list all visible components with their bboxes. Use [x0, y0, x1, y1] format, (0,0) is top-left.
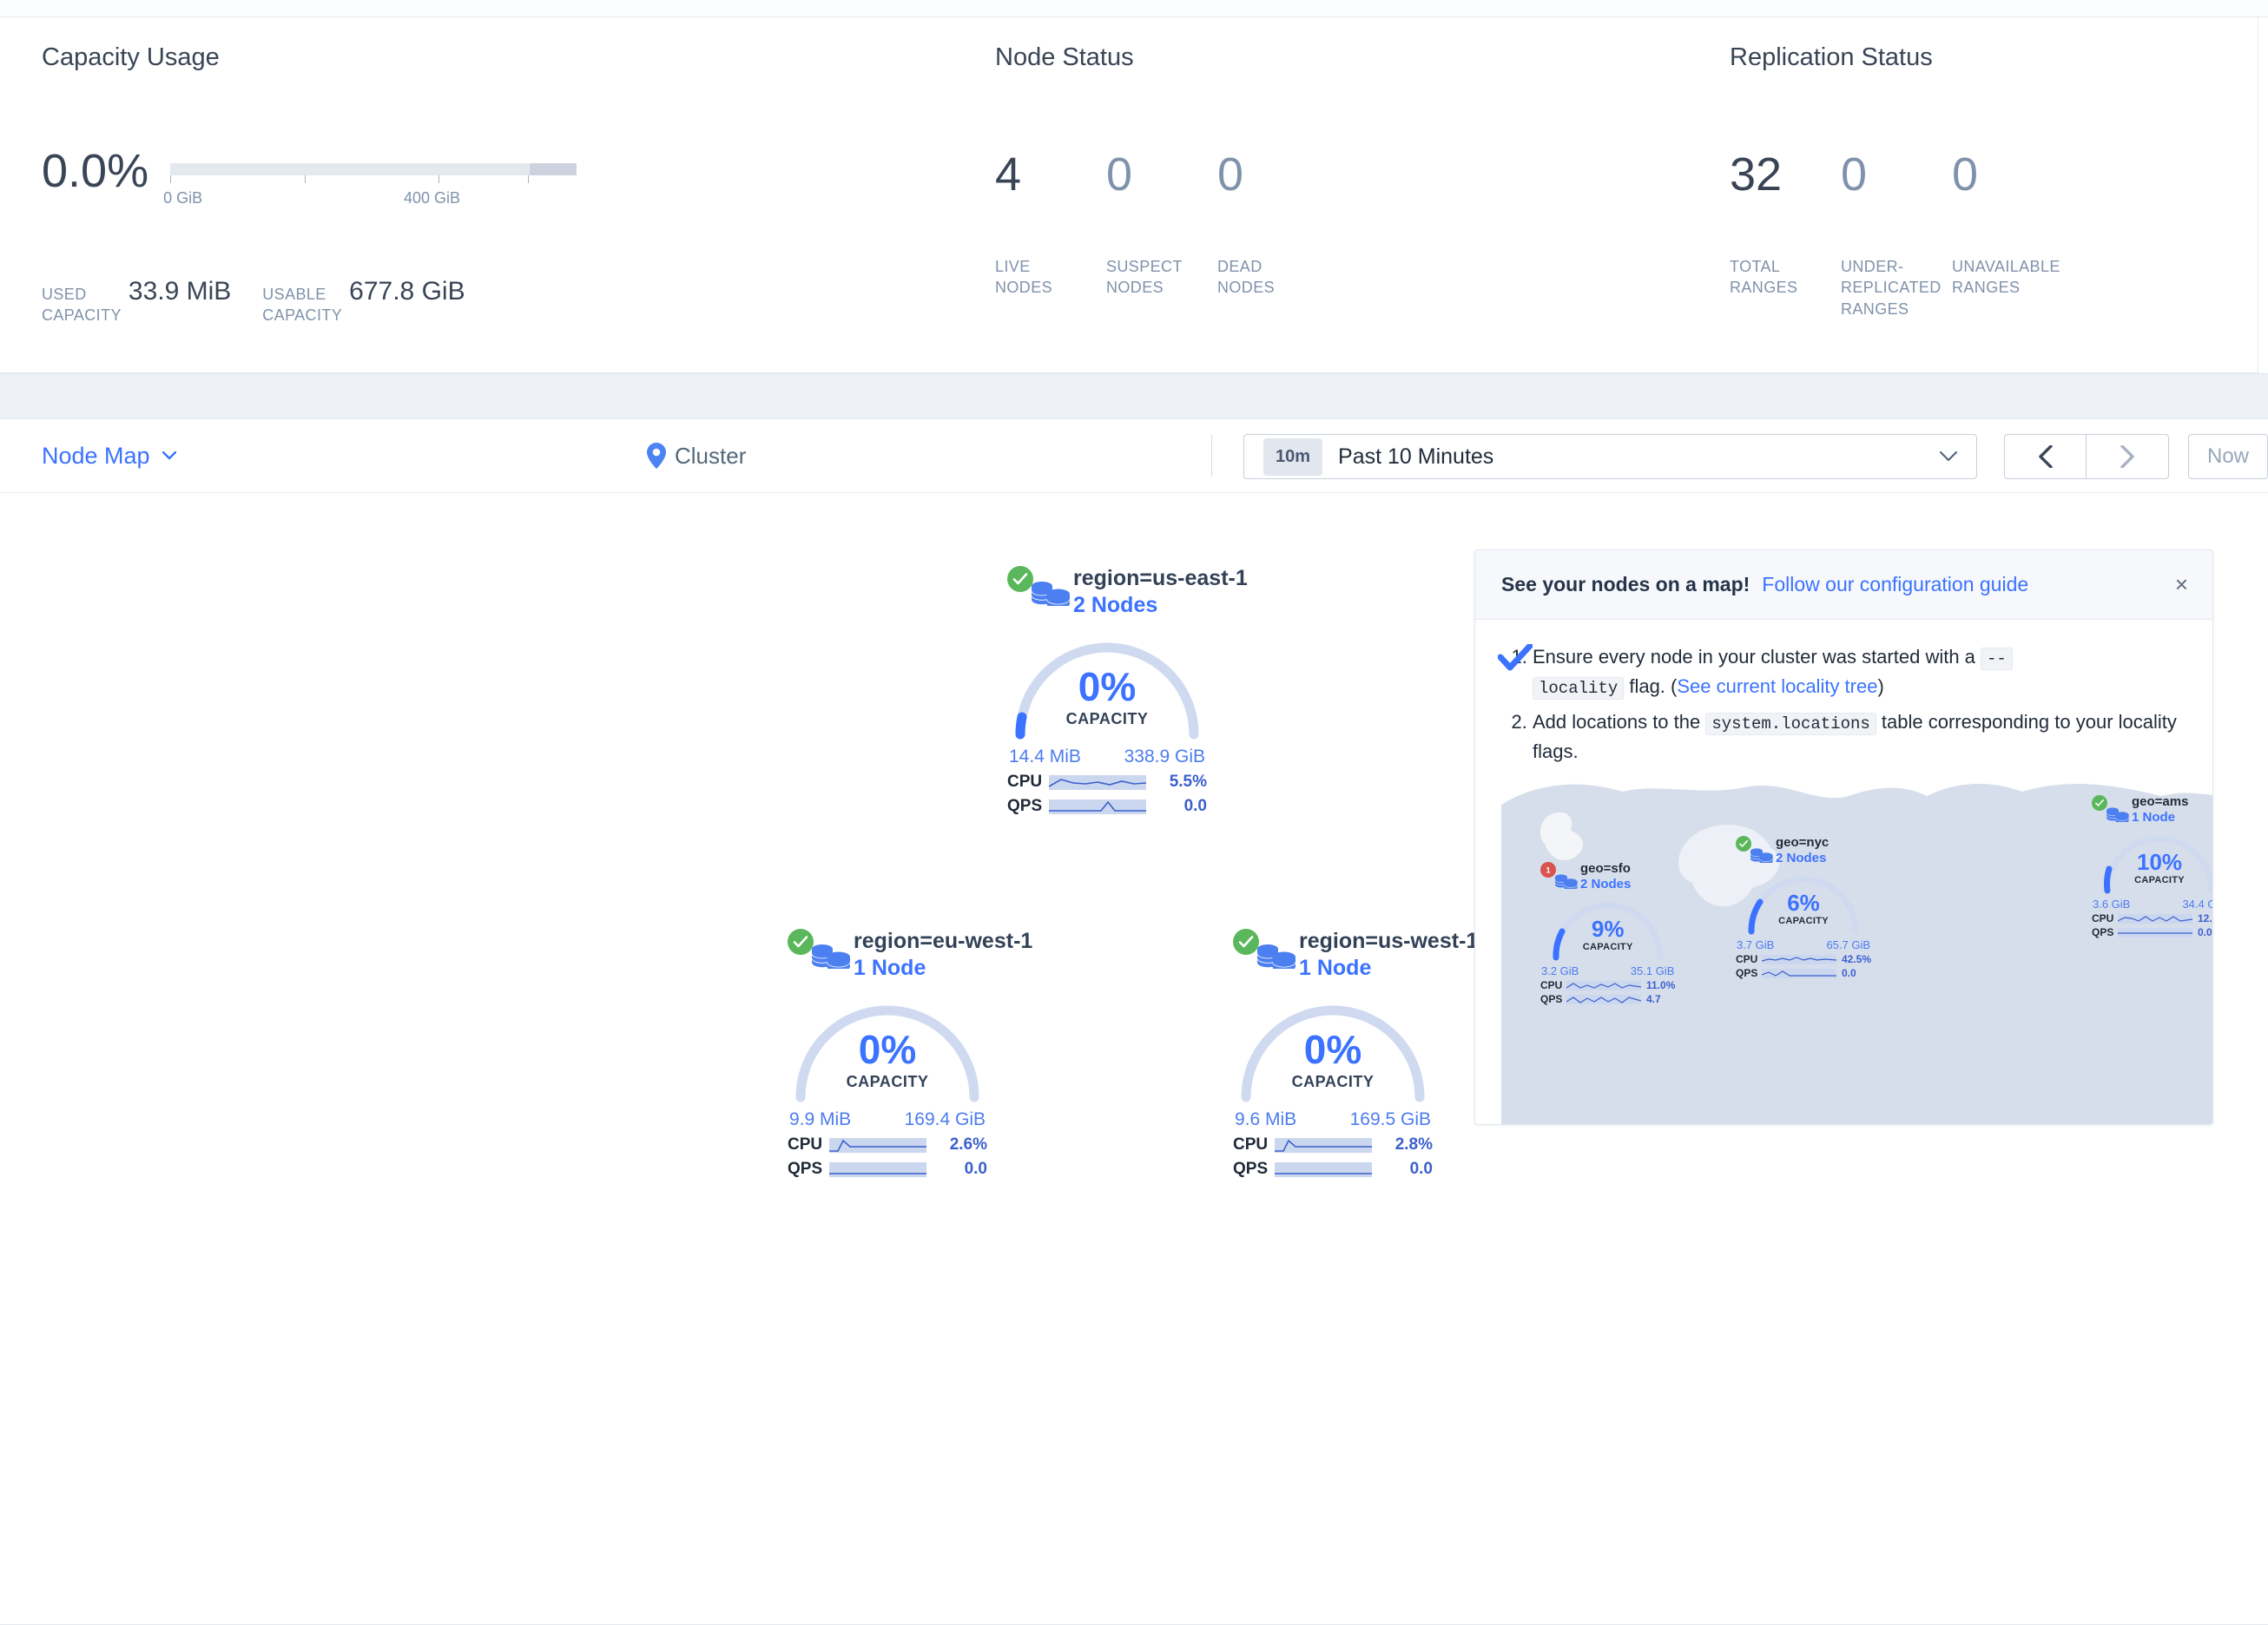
svg-text:1: 1	[1546, 866, 1551, 876]
